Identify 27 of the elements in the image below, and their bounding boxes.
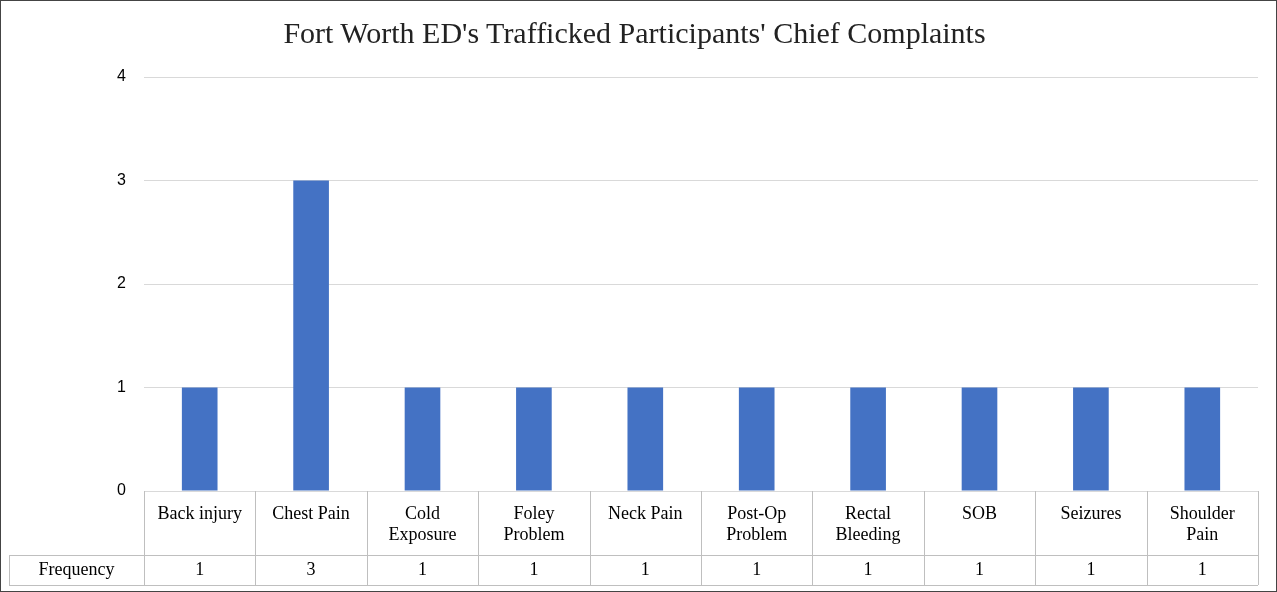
data-label: 1 [418, 558, 427, 579]
data-label: 1 [195, 558, 205, 579]
y-tick-label: 0 [117, 481, 127, 499]
y-tick-label: 4 [117, 67, 127, 85]
data-label: 3 [306, 558, 316, 579]
x-tick-label: Shoulder Pain [1169, 502, 1235, 545]
x-tick-label: Rectal Bleeding [835, 502, 901, 545]
x-tick-label: Seizures [1060, 502, 1122, 523]
chart-title: Fort Worth ED's Trafficked Participants' Chief Complaints [283, 15, 986, 49]
data-label: 1 [975, 558, 984, 579]
data-label: 1 [863, 558, 873, 579]
data-label: 1 [640, 558, 650, 579]
x-tick-label: Back injury [157, 502, 242, 523]
x-tick-label: Post-Op Problem [726, 502, 788, 545]
data-label: 1 [752, 558, 762, 579]
text: Frequency [38, 558, 115, 579]
y-tick-label: 2 [117, 274, 127, 292]
data-label: 1 [1086, 558, 1096, 579]
x-tick-label: SOB [961, 502, 998, 523]
x-tick-label: Chest Pain [272, 502, 350, 523]
data-label: 1 [1197, 558, 1207, 579]
data-label: 1 [529, 558, 539, 579]
y-tick-label: 3 [117, 170, 127, 188]
y-tick-label: 1 [117, 377, 127, 395]
x-tick-label: Foley Problem [503, 502, 565, 545]
x-tick-label: Neck Pain [608, 502, 683, 523]
x-tick-label: Cold Exposure [388, 502, 457, 545]
